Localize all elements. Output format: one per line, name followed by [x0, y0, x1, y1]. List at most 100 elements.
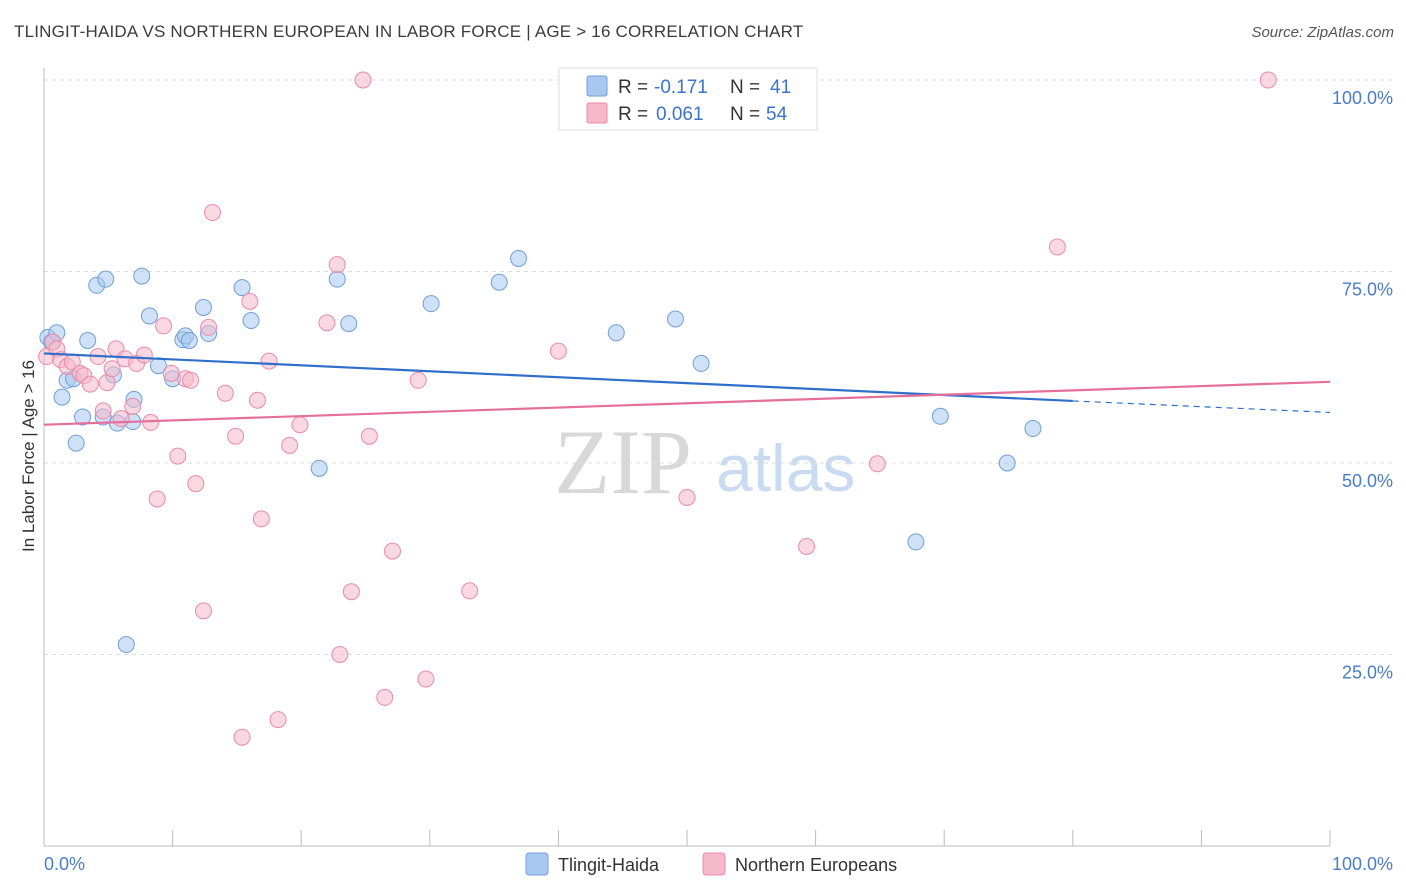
gridlines — [44, 79, 1392, 655]
point-northern-europeans — [331, 646, 349, 663]
chart-title: TLINGIT-HAIDA VS NORTHERN EUROPEAN IN LA… — [14, 22, 804, 41]
point-northern-europeans — [241, 292, 259, 310]
point-northern-europeans — [260, 352, 278, 370]
point-tlingit-haida — [53, 388, 71, 406]
legend-r-value-tlingit: -0.171 — [654, 77, 708, 98]
y-tick-labels: 25.0% 50.0% 75.0% 100.0% — [1332, 88, 1393, 683]
point-northern-europeans — [384, 542, 402, 560]
source-credit: Source: ZipAtlas.com — [1251, 24, 1394, 41]
legend-swatch-tlingit — [586, 75, 608, 97]
point-tlingit-haida — [180, 331, 198, 349]
trend-line-extension — [1072, 400, 1331, 414]
point-northern-europeans — [252, 510, 270, 528]
point-northern-europeans — [233, 728, 251, 746]
point-tlingit-haida — [233, 279, 251, 297]
series-legend-swatch-tlingit — [525, 852, 549, 876]
legend-r-value-northern: 0.061 — [656, 104, 704, 125]
point-northern-europeans — [461, 582, 479, 600]
legend-n-label-northern: N = — [730, 104, 760, 125]
point-tlingit-haida — [607, 324, 625, 342]
point-northern-europeans — [103, 360, 121, 378]
trend-line-tlingit-haida — [43, 352, 1073, 403]
point-northern-europeans — [200, 318, 218, 336]
series-legend: Tlingit-Haida Northern Europeans — [525, 852, 897, 876]
point-northern-europeans — [94, 402, 112, 420]
point-northern-europeans — [155, 317, 173, 335]
point-tlingit-haida — [97, 270, 115, 288]
point-northern-europeans — [248, 391, 266, 409]
legend-r-label-northern: R = — [618, 104, 648, 125]
y-tick-label: 25.0% — [1342, 663, 1393, 683]
watermark-atlas: atlas — [716, 431, 855, 505]
point-tlingit-haida — [194, 299, 212, 317]
point-northern-europeans — [409, 371, 427, 389]
trend-lines — [43, 352, 1331, 426]
trend-line-northern-europeans — [43, 380, 1331, 426]
point-northern-europeans — [162, 364, 180, 382]
point-northern-europeans — [1259, 71, 1277, 89]
point-northern-europeans — [81, 375, 99, 393]
point-northern-europeans — [148, 490, 166, 508]
point-northern-europeans — [318, 314, 336, 332]
point-northern-europeans — [269, 711, 287, 729]
point-tlingit-haida — [340, 315, 358, 333]
scatter-points — [38, 71, 1277, 746]
point-tlingit-haida — [931, 407, 949, 425]
series-legend-swatch-northern — [702, 852, 726, 876]
point-northern-europeans — [417, 670, 435, 688]
watermark: ZIP atlas — [554, 411, 855, 513]
point-northern-europeans — [376, 688, 394, 706]
point-tlingit-haida — [510, 249, 528, 267]
point-tlingit-haida — [140, 307, 158, 325]
point-northern-europeans — [182, 371, 200, 389]
point-tlingit-haida — [907, 533, 925, 551]
point-northern-europeans — [112, 410, 130, 428]
y-tick-label: 75.0% — [1342, 280, 1393, 300]
point-northern-europeans — [1048, 238, 1066, 256]
point-tlingit-haida — [242, 312, 260, 330]
series-legend-label-northern: Northern Europeans — [735, 855, 897, 875]
legend-n-value-northern: 54 — [766, 104, 788, 125]
point-northern-europeans — [868, 455, 886, 473]
point-northern-europeans — [124, 397, 142, 415]
point-tlingit-haida — [490, 273, 508, 291]
point-tlingit-haida — [310, 459, 328, 477]
point-tlingit-haida — [328, 270, 346, 288]
point-tlingit-haida — [666, 310, 684, 328]
watermark-zip: ZIP — [554, 411, 692, 513]
y-tick-label: 50.0% — [1342, 471, 1393, 491]
point-northern-europeans — [798, 537, 816, 555]
point-northern-europeans — [227, 427, 245, 445]
y-tick-label: 100.0% — [1332, 88, 1393, 108]
point-northern-europeans — [194, 602, 212, 620]
stats-legend: R = -0.171 N = 41 R = 0.061 N = 54 — [558, 67, 818, 131]
point-northern-europeans — [360, 427, 378, 445]
x-tick-label-max: 100.0% — [1332, 854, 1393, 874]
point-northern-europeans — [549, 342, 567, 360]
legend-swatch-northern — [586, 102, 608, 124]
point-tlingit-haida — [1024, 420, 1042, 438]
point-northern-europeans — [169, 447, 187, 465]
point-northern-europeans — [187, 475, 205, 493]
point-northern-europeans — [678, 488, 696, 506]
x-axis-ticks — [172, 830, 1331, 846]
legend-n-label-tlingit: N = — [730, 77, 760, 98]
point-northern-europeans — [216, 384, 234, 402]
legend-n-value-tlingit: 41 — [770, 77, 791, 98]
y-axis-label: In Labor Force | Age > 16 — [19, 360, 38, 552]
series-legend-label-tlingit: Tlingit-Haida — [558, 855, 660, 875]
point-tlingit-haida — [74, 408, 92, 426]
point-northern-europeans — [203, 204, 221, 222]
point-tlingit-haida — [67, 434, 85, 452]
x-tick-label-min: 0.0% — [44, 854, 85, 874]
point-northern-europeans — [281, 436, 299, 454]
point-tlingit-haida — [117, 636, 135, 654]
point-northern-europeans — [342, 583, 360, 601]
legend-r-label-tlingit: R = — [618, 77, 648, 98]
point-northern-europeans — [354, 71, 372, 89]
point-tlingit-haida — [692, 354, 710, 372]
point-tlingit-haida — [79, 331, 97, 349]
point-tlingit-haida — [422, 295, 440, 313]
point-tlingit-haida — [133, 267, 151, 285]
